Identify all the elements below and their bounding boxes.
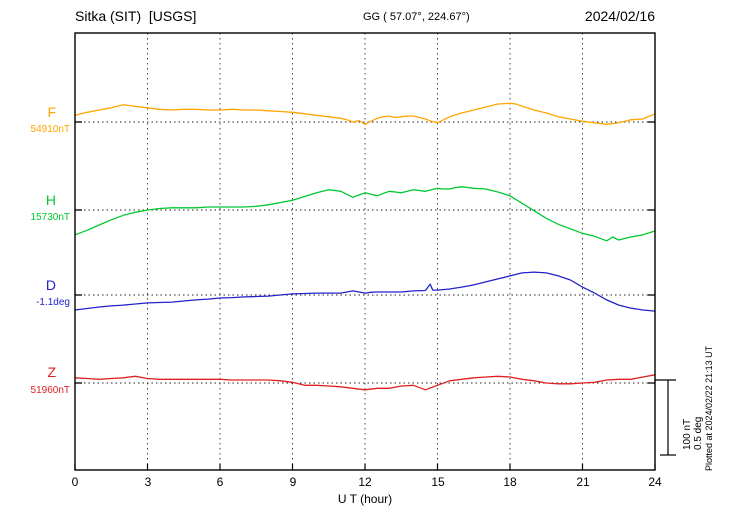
x-tick-label-0: 0 — [71, 475, 79, 489]
trace-F — [74, 102, 656, 125]
x-axis-label: U T (hour) — [337, 492, 393, 506]
baseline-value-Z: 51960nT — [30, 385, 70, 396]
series-label-H: H — [45, 192, 56, 208]
plot-frame — [74, 32, 656, 471]
trace-H — [74, 186, 656, 242]
trace-D — [74, 271, 656, 312]
scale-bar-labels: 100 nT 0.5 deg — [682, 417, 704, 450]
x-tick-label-21: 21 — [576, 475, 590, 489]
scale-deg-label: 0.5 deg — [693, 416, 704, 450]
x-tick-label-9: 9 — [289, 475, 297, 489]
station-title: Sitka (SIT) [USGS] — [75, 8, 197, 24]
baseline-value-H: 15730nT — [30, 212, 70, 223]
x-tick-label-12: 12 — [358, 475, 372, 489]
plotted-at-label: Plotted at 2024/02/22 21:13 UT — [704, 345, 714, 471]
series-label-F: F — [47, 104, 56, 120]
x-tick-label-6: 6 — [216, 475, 224, 489]
x-tick-label-24: 24 — [648, 475, 662, 489]
x-tick-label-15: 15 — [431, 475, 445, 489]
series-label-Z: Z — [47, 364, 56, 380]
trace-Z — [74, 374, 656, 391]
series-label-D: D — [45, 277, 56, 293]
date-label: 2024/02/16 — [584, 8, 655, 24]
baseline-value-D: -1.1deg — [36, 297, 70, 308]
x-tick-label-18: 18 — [503, 475, 517, 489]
x-tick-label-3: 3 — [144, 475, 152, 489]
geographic-coords: GG ( 57.07°, 224.67°) — [363, 11, 470, 23]
scale-nt-label: 100 nT — [682, 418, 693, 450]
baseline-value-F: 54910nT — [30, 124, 70, 135]
